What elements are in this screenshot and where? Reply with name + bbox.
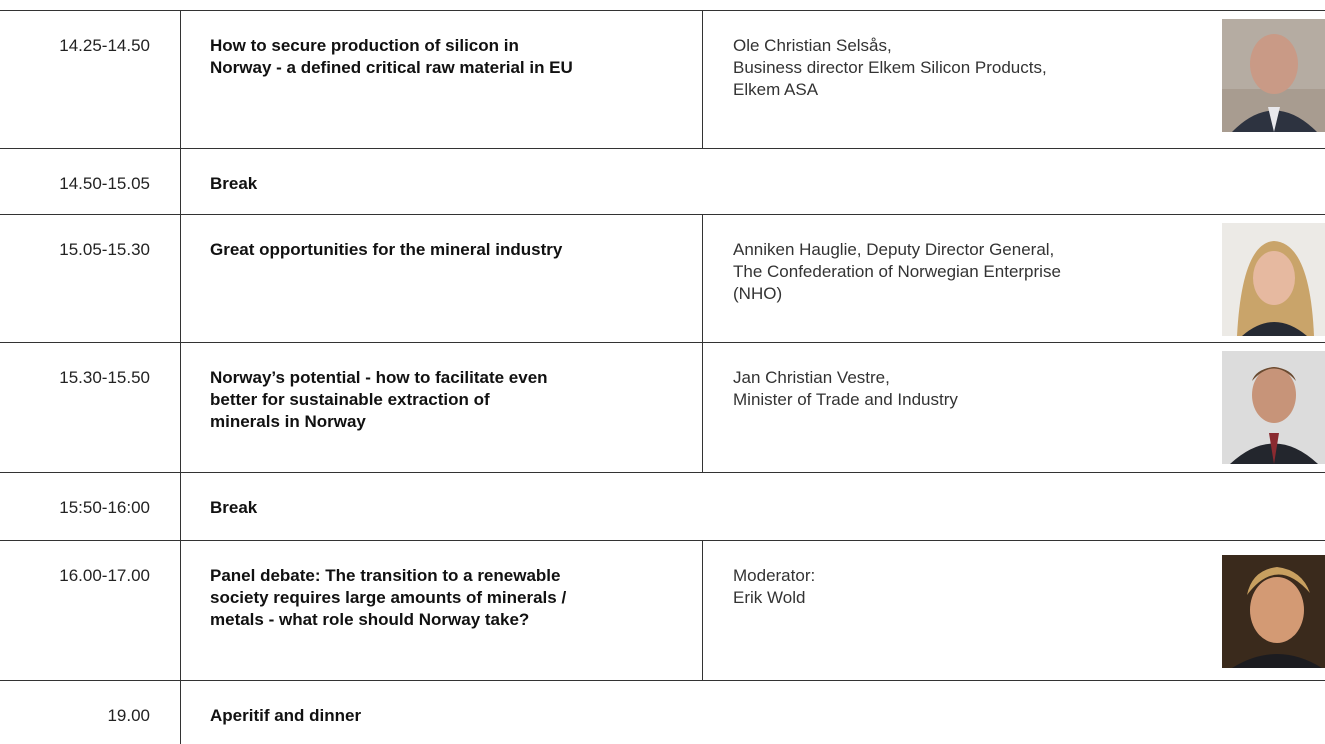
column-divider	[702, 11, 703, 149]
session-title: How to secure production of silicon in N…	[210, 35, 573, 79]
session-title: Great opportunities for the mineral indu…	[210, 239, 562, 261]
column-divider	[702, 343, 703, 473]
session-title: Break	[210, 497, 257, 519]
title-line: Panel debate: The transition to a renewa…	[210, 565, 566, 587]
agenda-row: 14.50-15.05 Break	[0, 148, 1325, 214]
speaker-line: The Confederation of Norwegian Enterpris…	[733, 261, 1061, 283]
title-line: minerals in Norway	[210, 411, 548, 433]
speaker-line: Erik Wold	[733, 587, 815, 609]
agenda-row: 15:50-16:00 Break	[0, 472, 1325, 540]
speaker-line: Jan Christian Vestre,	[733, 367, 958, 389]
speaker-photo	[1222, 19, 1325, 132]
session-title: Panel debate: The transition to a renewa…	[210, 565, 566, 631]
title-line: Aperitif and dinner	[210, 705, 361, 727]
session-title: Break	[210, 173, 257, 195]
speaker-photo	[1222, 223, 1325, 336]
speaker: Anniken Hauglie, Deputy Director General…	[733, 239, 1061, 305]
title-line: Break	[210, 173, 257, 195]
session-title: Aperitif and dinner	[210, 705, 361, 727]
time: 15.30-15.50	[59, 367, 150, 389]
speaker-photo	[1222, 351, 1325, 464]
agenda-row: 15.30-15.50 Norway’s potential - how to …	[0, 342, 1325, 472]
time: 15.05-15.30	[59, 239, 150, 261]
time: 16.00-17.00	[59, 565, 150, 587]
speaker-line: Elkem ASA	[733, 79, 1047, 101]
speaker-photo	[1222, 555, 1325, 668]
session-title: Norway’s potential - how to facilitate e…	[210, 367, 548, 433]
agenda-row: 15.05-15.30 Great opportunities for the …	[0, 214, 1325, 342]
title-line: better for sustainable extraction of	[210, 389, 548, 411]
title-line: society requires large amounts of minera…	[210, 587, 566, 609]
title-line: Norway - a defined critical raw material…	[210, 57, 573, 79]
speaker-line: Anniken Hauglie, Deputy Director General…	[733, 239, 1061, 261]
time: 14.25-14.50	[59, 35, 150, 57]
column-divider	[702, 215, 703, 343]
time: 19.00	[107, 705, 150, 727]
title-line: Norway’s potential - how to facilitate e…	[210, 367, 548, 389]
time: 14.50-15.05	[59, 173, 150, 195]
agenda-row: 14.25-14.50 How to secure production of …	[0, 10, 1325, 148]
speaker-line: Ole Christian Selsås,	[733, 35, 1047, 57]
speaker-line: Business director Elkem Silicon Products…	[733, 57, 1047, 79]
agenda-row: 19.00 Aperitif and dinner	[0, 680, 1325, 744]
speaker-line: Minister of Trade and Industry	[733, 389, 958, 411]
title-line: Break	[210, 497, 257, 519]
speaker-line: Moderator:	[733, 565, 815, 587]
title-line: metals - what role should Norway take?	[210, 609, 566, 631]
agenda-row: 16.00-17.00 Panel debate: The transition…	[0, 540, 1325, 680]
speaker-line: (NHO)	[733, 283, 1061, 305]
title-line: How to secure production of silicon in	[210, 35, 573, 57]
title-line: Great opportunities for the mineral indu…	[210, 239, 562, 261]
time: 15:50-16:00	[59, 497, 150, 519]
agenda-page: 14.25-14.50 How to secure production of …	[0, 0, 1325, 744]
column-divider	[702, 541, 703, 681]
speaker: Moderator: Erik Wold	[733, 565, 815, 609]
speaker: Ole Christian Selsås, Business director …	[733, 35, 1047, 101]
speaker: Jan Christian Vestre, Minister of Trade …	[733, 367, 958, 411]
